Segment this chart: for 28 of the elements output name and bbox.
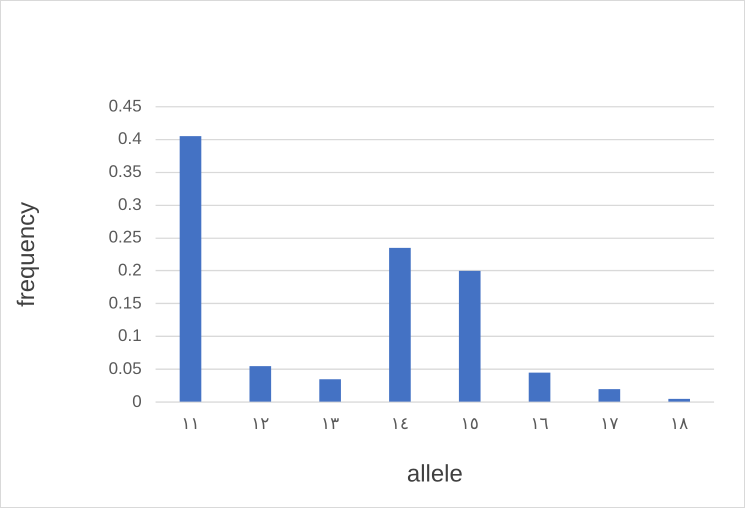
y-axis-title: frequency [12,202,40,307]
y-tick-label: 0.15 [108,293,142,312]
x-axis-title: allele [406,460,463,488]
y-tick-label: 0 [132,392,142,411]
x-tick-label: ١٨ [670,414,688,433]
y-tick-label: 0.25 [108,228,142,247]
bar [319,379,341,402]
bar [528,372,550,402]
bar [180,136,202,402]
y-tick-label: 0.2 [118,260,142,280]
bar [389,248,411,402]
bar [249,366,272,402]
y-tick-label: 0.35 [108,162,142,181]
x-tick-label: ١٤ [390,414,410,433]
y-tick-label: 0.45 [108,96,142,116]
x-tick-label: ١٥ [460,414,479,433]
bar [668,398,690,402]
x-tick-label: ١٣ [321,414,340,433]
x-tick-label: ١٢ [251,414,270,433]
y-tick-label: 0.1 [118,326,142,346]
y-tick-label: 0.05 [108,359,142,378]
x-tick-label: ١٧ [600,414,618,433]
y-tick-label: 0.3 [118,194,142,214]
x-tick-label: ١١ [181,414,200,433]
bar [598,389,620,402]
bar [458,270,481,402]
x-tick-label: ١٦ [530,414,549,433]
y-tick-label: 0.4 [118,129,142,148]
